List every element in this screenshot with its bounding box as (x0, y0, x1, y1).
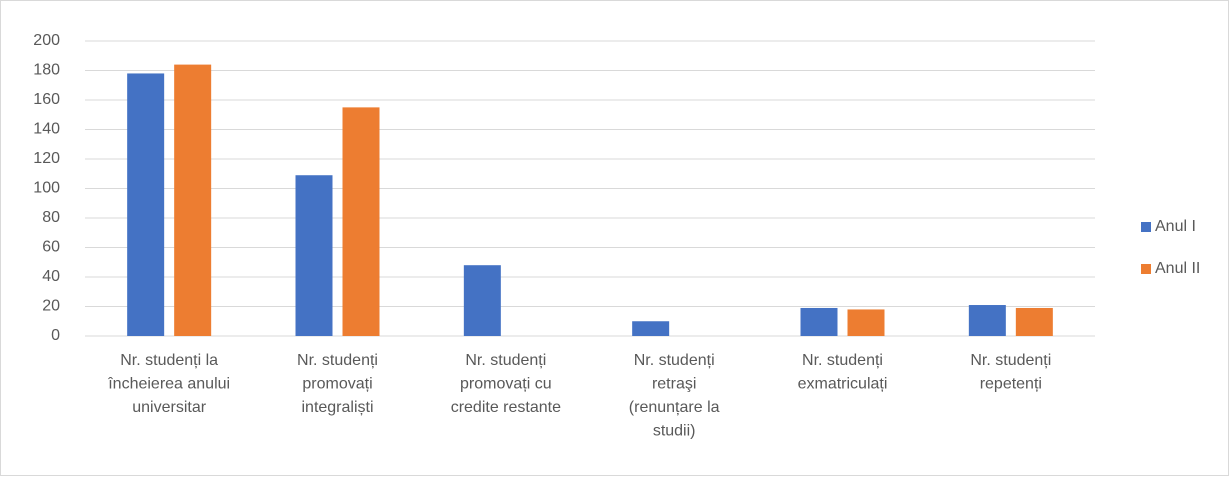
y-tick-label: 60 (42, 239, 60, 256)
bar (463, 265, 501, 336)
bar (127, 73, 165, 336)
y-tick-label: 100 (33, 180, 60, 197)
x-tick-label: Nr. studenți la încheierea anului universi… (107, 352, 230, 416)
legend-swatch (1141, 222, 1151, 232)
y-tick-label: 80 (42, 209, 60, 226)
bar (342, 107, 380, 336)
y-tick-label: 0 (51, 327, 60, 344)
x-tick-label: Nr. studenți promovați cu credite restante (451, 352, 561, 416)
bar (174, 64, 212, 336)
bar (632, 321, 670, 336)
x-tick-label: Nr. studenți exmatriculați (798, 352, 888, 393)
bar (1015, 307, 1053, 336)
bar (847, 309, 885, 336)
y-tick-label: 160 (33, 91, 60, 108)
y-tick-label: 40 (42, 268, 60, 285)
bar (968, 305, 1006, 336)
y-tick-label: 120 (33, 150, 60, 167)
y-tick-label: 200 (33, 32, 60, 49)
bar (295, 175, 333, 336)
legend-swatch (1141, 264, 1151, 274)
y-tick-label: 180 (33, 62, 60, 79)
legend-label: Anul II (1155, 260, 1200, 277)
y-tick-label: 20 (42, 298, 60, 315)
y-tick-label: 140 (33, 121, 60, 138)
x-tick-label: Nr. studenți retraşi (renunțare la studii) (629, 352, 720, 440)
x-tick-label: Nr. studenți repetenți (970, 352, 1051, 393)
x-tick-label: Nr. studenți promovați integraliști (297, 352, 378, 416)
legend-label: Anul I (1155, 218, 1196, 235)
bar (800, 307, 838, 336)
